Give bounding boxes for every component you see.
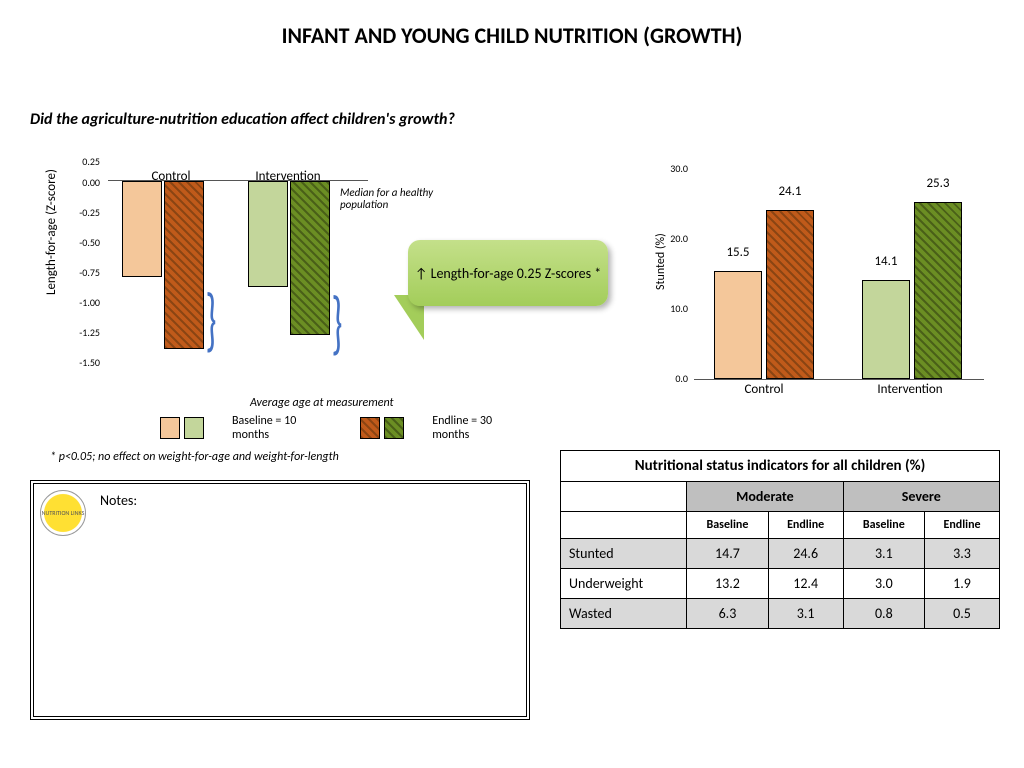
row-label: Underweight [561,569,687,599]
chart1-tick: -0.50 [70,236,100,249]
th-endline: Endline [925,512,1000,539]
chart2-category-control: Control [714,382,814,397]
chart1-tick: -1.25 [70,326,100,339]
chart-length-for-age: Length-for-age (Z-score) 0.25 0.00 -0.25… [50,160,530,430]
chart2-tick: 20.0 [668,232,688,245]
bar-control-baseline-2 [714,271,762,379]
chart1-ylabel: Length-for-age (Z-score) [44,169,59,295]
cell: 6.3 [687,599,768,629]
chart2-category-intervention: Intervention [850,382,970,397]
bar-intervention-baseline-2 [862,280,910,379]
cell: 0.5 [925,599,1000,629]
cell: 3.1 [843,539,924,569]
bar-value-label: 14.1 [862,254,910,269]
cell: 24.6 [768,539,843,569]
cell: 3.0 [843,569,924,599]
cell: 13.2 [687,569,768,599]
chart2-tick: 30.0 [668,162,688,175]
table-row: Underweight 13.2 12.4 3.0 1.9 [561,569,1000,599]
chart1-tick: 0.00 [70,176,100,189]
th-endline: Endline [768,512,843,539]
legend-title: Average age at measurement [250,396,394,410]
bar-intervention-baseline [248,181,288,287]
notes-label: Notes: [100,492,516,509]
chart2-baseline [694,379,984,380]
cell: 14.7 [687,539,768,569]
swatch-baseline [160,417,206,439]
th-baseline: Baseline [687,512,768,539]
th-baseline: Baseline [843,512,924,539]
chart1-tick: -1.00 [70,296,100,309]
footnote: * p<0.05; no effect on weight-for-age an… [50,450,339,464]
bar-control-endline-2 [766,210,814,379]
bar-control-endline [164,181,204,349]
page-subtitle: Did the agriculture-nutrition education … [30,110,455,129]
th-moderate: Moderate [687,482,843,512]
swatch-endline [360,417,406,439]
logo-icon: NUTRITION LINKS [40,490,86,536]
bar-value-label: 25.3 [914,176,962,191]
bar-intervention-endline-2 [914,202,962,379]
cell: 1.9 [925,569,1000,599]
chart1-tick: 0.25 [70,155,100,168]
cell: 12.4 [768,569,843,599]
bar-value-label: 15.5 [714,245,762,260]
chart-stunted-pct: Stunted (%) 0.0 10.0 20.0 30.0 15.5 24.1… [650,160,990,420]
cell: 3.1 [768,599,843,629]
th-severe: Severe [843,482,999,512]
legend-baseline-label: Baseline = 10 months [232,414,334,442]
table-nutritional-status: Nutritional status indicators for all ch… [560,450,1000,629]
table-row: Wasted 6.3 3.1 0.8 0.5 [561,599,1000,629]
chart1-tick: -1.50 [70,356,100,369]
page-title: INFANT AND YOUNG CHILD NUTRITION (GROWTH… [0,22,1024,49]
chart1-legend: Baseline = 10 months Endline = 30 months [160,414,530,442]
chart2-plot: 0.0 10.0 20.0 30.0 15.5 24.1 14.1 25.3 [694,170,984,380]
chart1-tick: -0.25 [70,206,100,219]
chart1-plot: 0.25 0.00 -0.25 -0.50 -0.75 -1.00 -1.25 … [108,180,368,390]
chart2-ylabel: Stunted (%) [654,233,668,290]
cell: 3.3 [925,539,1000,569]
table-row: Stunted 14.7 24.6 3.1 3.3 [561,539,1000,569]
legend-endline-label: Endline = 30 months [432,414,530,442]
chart1-tick: -0.75 [70,266,100,279]
bar-intervention-endline [290,181,330,335]
table-title: Nutritional status indicators for all ch… [561,451,1000,482]
notes-box: NUTRITION LINKS Notes: [30,480,530,720]
median-note: Median for a healthy population [340,187,450,211]
brace-icon: } [206,276,217,362]
bar-value-label: 24.1 [766,184,814,199]
row-label: Stunted [561,539,687,569]
callout-length-for-age: ↑ Length-for-age 0.25 Z-scores * [408,240,608,306]
row-label: Wasted [561,599,687,629]
brace-icon: } [332,279,343,365]
bar-control-baseline [122,181,162,277]
cell: 0.8 [843,599,924,629]
chart2-tick: 10.0 [668,302,688,315]
chart2-tick: 0.0 [668,372,688,385]
